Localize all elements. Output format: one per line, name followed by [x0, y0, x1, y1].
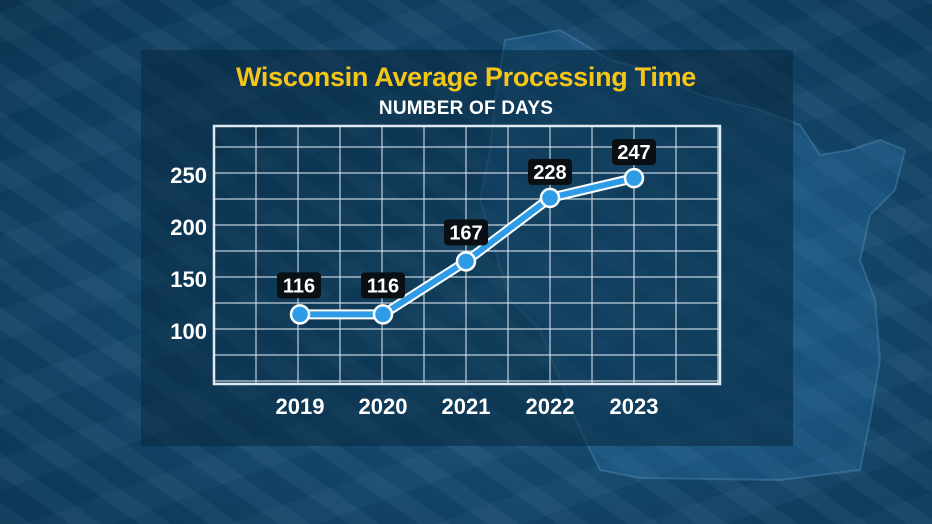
- chart-panel: [141, 50, 793, 446]
- data-label: 228: [528, 158, 572, 185]
- data-label-box: [528, 158, 572, 185]
- data-label-value: 167: [449, 222, 482, 244]
- data-label-box: [361, 272, 405, 299]
- chart-subtitle: NUMBER OF DAYS: [378, 98, 554, 119]
- data-label-box: [277, 272, 321, 299]
- y-axis-tick-labels: 100 150 200 250: [170, 163, 207, 344]
- x-tick-label: 2022: [526, 394, 575, 419]
- data-point-marker: [623, 167, 645, 189]
- data-labels: 116 116 167 228 247: [277, 139, 656, 299]
- x-tick-label: 2021: [442, 394, 491, 419]
- data-point-marker: [455, 251, 477, 272]
- data-label-value: 116: [367, 275, 399, 297]
- data-label-value: 228: [533, 162, 566, 184]
- data-point-marker: [289, 304, 311, 325]
- data-markers: [289, 167, 645, 325]
- data-label-box: [612, 139, 656, 166]
- x-axis-tick-labels: 2019 2020 2021 2022 2023: [276, 394, 659, 419]
- plot-frame: [212, 124, 722, 386]
- x-tick-label: 2020: [359, 394, 408, 419]
- y-tick-label: 250: [170, 163, 207, 188]
- data-label: 116: [277, 272, 321, 299]
- data-label: 167: [444, 219, 488, 246]
- x-tick-label: 2023: [610, 394, 659, 419]
- y-tick-label: 100: [170, 319, 207, 344]
- data-point-marker: [372, 304, 394, 325]
- data-label-value: 247: [617, 142, 650, 164]
- data-label: 247: [612, 139, 656, 166]
- y-tick-label: 200: [170, 215, 207, 240]
- y-tick-label: 150: [170, 267, 207, 292]
- data-label-box: [444, 219, 488, 246]
- data-label: 116: [361, 272, 405, 299]
- x-tick-label: 2019: [276, 394, 325, 419]
- data-point-marker: [539, 187, 561, 209]
- chart-title: Wisconsin Average Processing Time: [235, 62, 697, 92]
- data-label-value: 116: [283, 275, 315, 297]
